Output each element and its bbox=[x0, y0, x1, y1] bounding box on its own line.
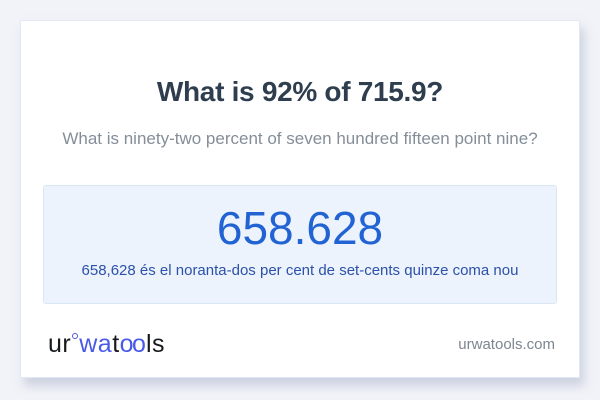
logo-segment-t: t bbox=[112, 330, 120, 358]
result-card: What is 92% of 715.9? What is ninety-two… bbox=[20, 20, 580, 378]
logo-segment-ls: ls bbox=[145, 330, 166, 358]
question-title: What is 92% of 715.9? bbox=[156, 76, 444, 107]
answer-box: 658.628 658,628 és el noranta-dos per ce… bbox=[43, 185, 557, 304]
logo-glasses-icon: oo bbox=[119, 330, 146, 358]
logo-degree-icon bbox=[72, 333, 79, 339]
logo-segment-ur: ur bbox=[48, 330, 72, 358]
answer-value: 658.628 bbox=[216, 202, 384, 254]
site-logo[interactable]: ur watools bbox=[48, 330, 165, 359]
question-subtitle: What is ninety-two percent of seven hund… bbox=[62, 129, 538, 148]
logo-segment-wa: wa bbox=[79, 330, 113, 358]
answer-sentence: 658,628 és el noranta-dos per cent de se… bbox=[81, 261, 519, 279]
site-domain: urwatools.com bbox=[458, 336, 555, 353]
card-footer: ur watools urwatools.com bbox=[48, 330, 555, 359]
